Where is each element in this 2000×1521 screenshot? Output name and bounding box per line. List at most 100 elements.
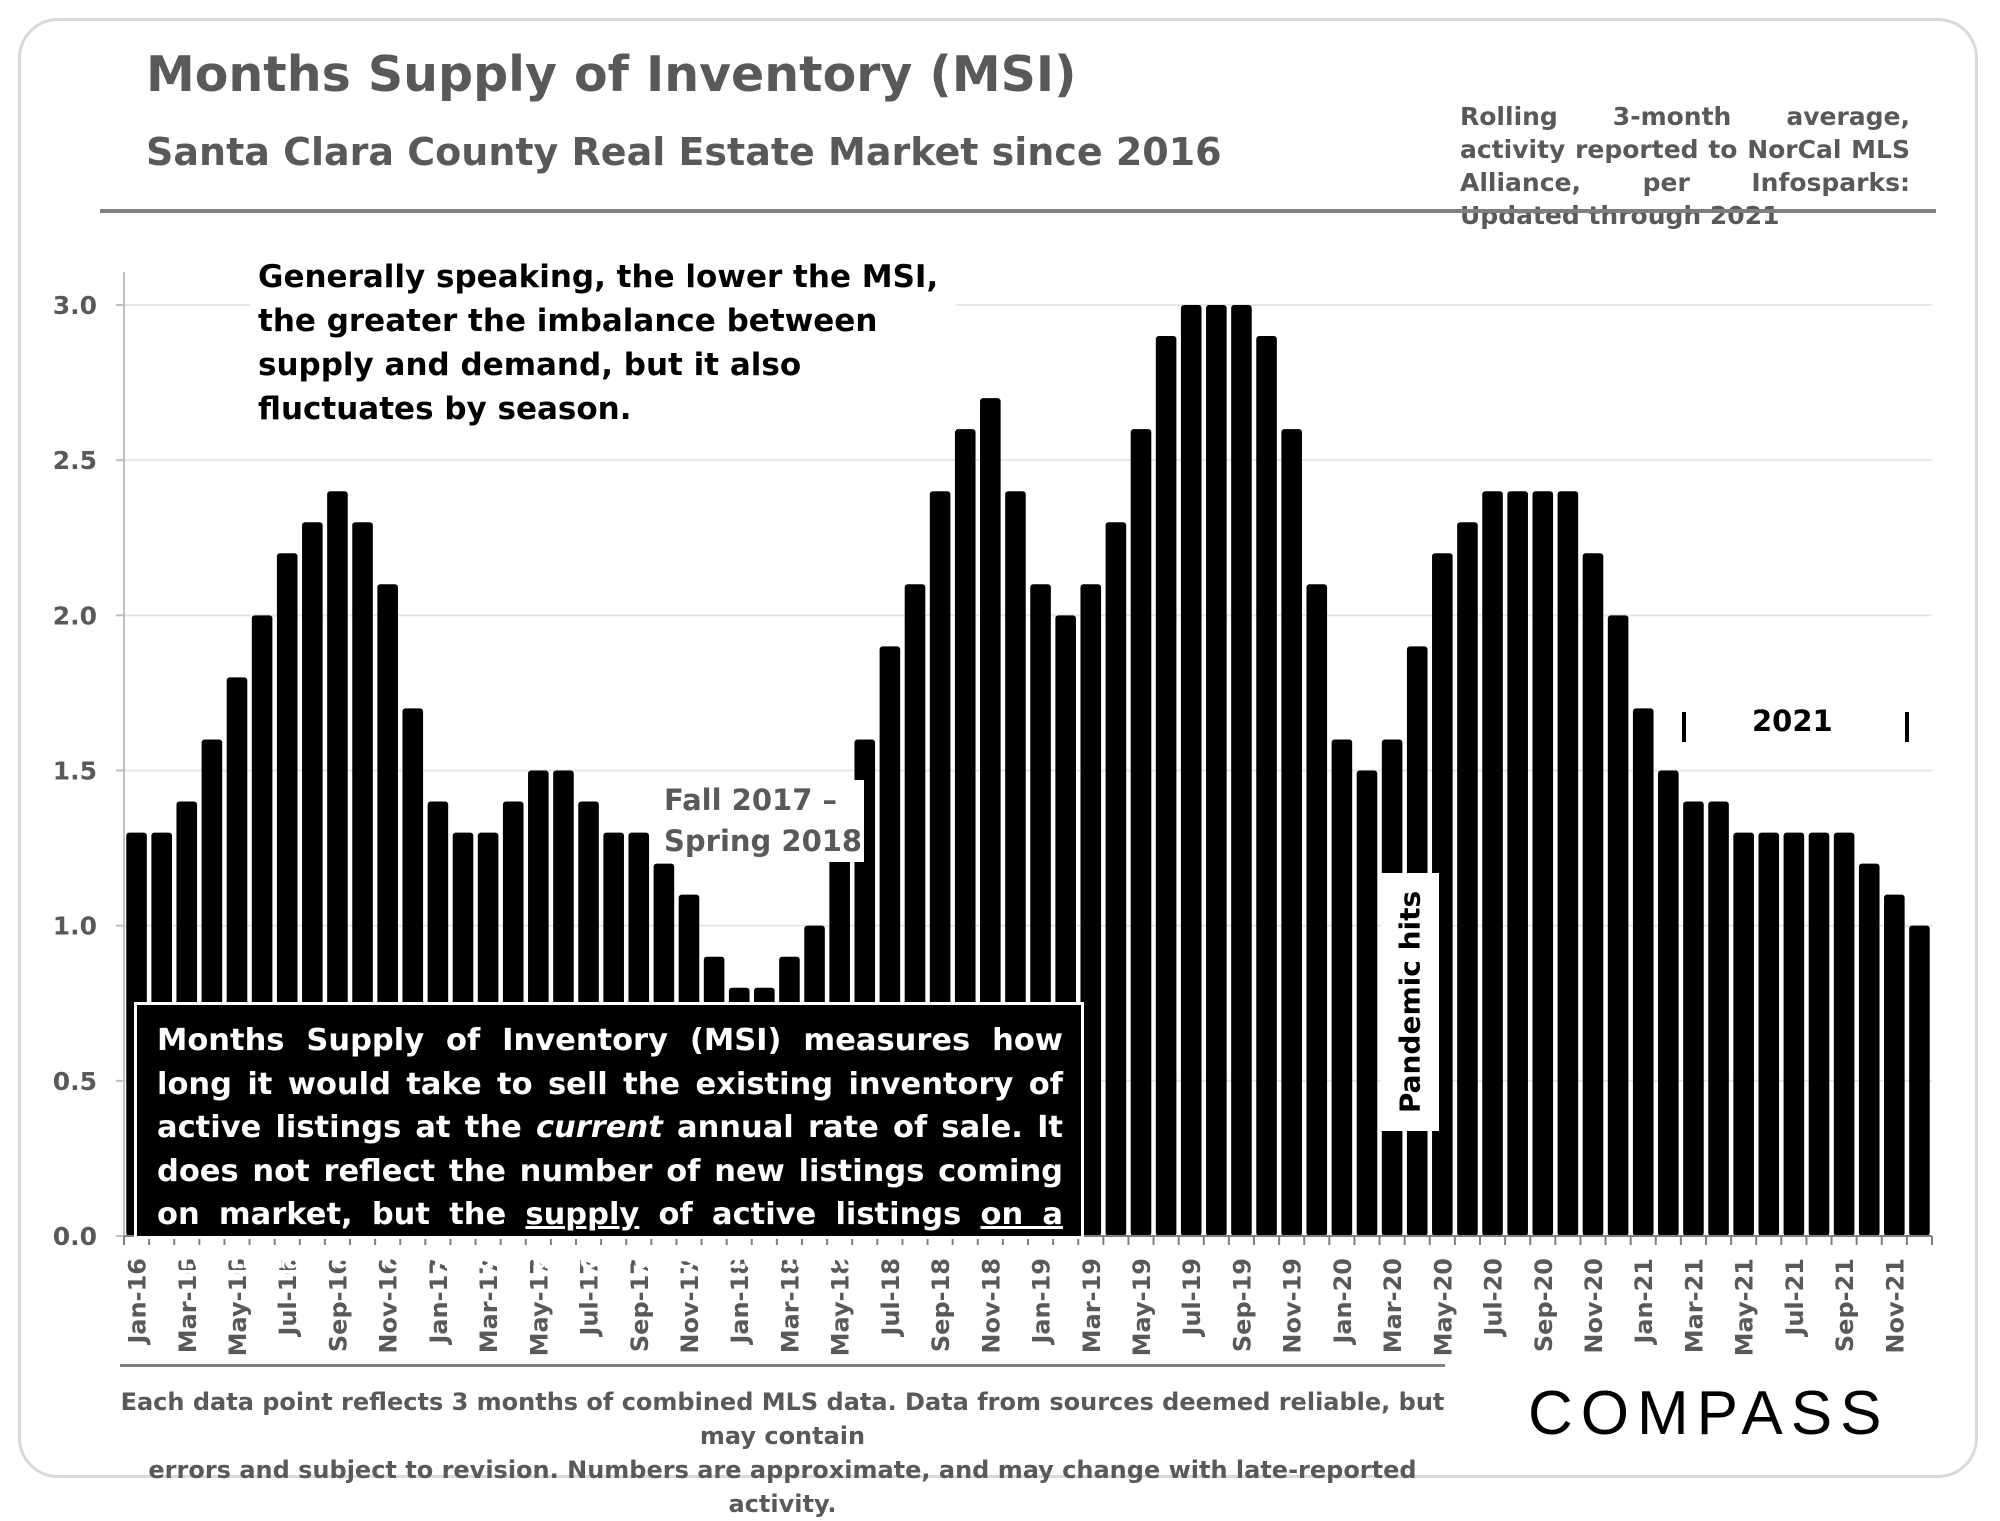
x-tick-label: Jul-18 (877, 1258, 905, 1338)
footer-line-1: Each data point reflects 3 months of com… (120, 1388, 1445, 1450)
bar-dec-21 (1909, 925, 1930, 1236)
y-tick-label: 0.5 (53, 1067, 97, 1096)
x-tick-label: May-21 (1731, 1258, 1759, 1356)
x-tick-label: Mar-19 (1078, 1258, 1106, 1353)
x-tick-label: May-16 (224, 1258, 252, 1356)
x-tick-label: Sep-21 (1831, 1258, 1859, 1352)
bar-feb-20 (1356, 770, 1378, 1236)
bar-sep-20 (1532, 491, 1554, 1236)
y-tick-label: 2.0 (53, 601, 97, 630)
fall-2017-annotation: Fall 2017 – Spring 2018 (662, 780, 865, 862)
source-note: Rolling 3-month average, activity report… (1460, 102, 1910, 230)
msi-definition-text: Months Supply of Inventory (MSI) measure… (157, 1019, 1063, 1280)
bar-feb-21 (1658, 770, 1679, 1236)
x-tick-label: Jan-18 (726, 1258, 754, 1346)
bar-jul-19 (1180, 305, 1202, 1236)
x-tick-label: May-18 (827, 1258, 855, 1356)
x-tick-label: Jul-21 (1781, 1258, 1809, 1338)
bar-aug-19 (1206, 305, 1227, 1236)
x-tick-label: May-20 (1429, 1258, 1457, 1356)
x-tick-label: Mar-20 (1379, 1258, 1407, 1353)
def-part-4 (324, 1241, 335, 1276)
y-tick-label: 1.5 (53, 757, 97, 786)
x-tick-label: Nov-21 (1881, 1258, 1909, 1354)
bar-jan-20 (1331, 739, 1353, 1236)
bar-nov-21 (1884, 894, 1905, 1236)
bar-jun-20 (1457, 522, 1478, 1236)
bar-sep-19 (1231, 305, 1252, 1236)
x-tick-label: Mar-16 (174, 1258, 202, 1353)
bar-dec-20 (1607, 615, 1629, 1236)
x-tick-label: Sep-20 (1530, 1258, 1558, 1352)
chart-title: Months Supply of Inventory (MSI) (146, 46, 1077, 103)
x-axis-ticks: Jan-16 Mar-16 May-16 Jul-16 Sep-16 Nov-16 Jan-… (123, 1236, 1933, 1356)
def-part-2: annual rate of sale. It does not reflect… (157, 1110, 1063, 1232)
footer-divider (120, 1364, 1445, 1367)
bar-jul-20 (1482, 491, 1503, 1236)
bar-aug-20 (1507, 491, 1528, 1236)
bar-jul-21 (1783, 832, 1805, 1236)
x-tick-label: Jan-16 (124, 1258, 152, 1346)
top-callout: Generally speaking, the lower the MSI, t… (250, 255, 956, 431)
bar-jun-19 (1155, 336, 1177, 1236)
bar-may-19 (1130, 429, 1152, 1236)
footer-disclaimer: Each data point reflects 3 months of com… (120, 1385, 1445, 1521)
bar-jun-21 (1758, 832, 1780, 1236)
bar-oct-20 (1557, 491, 1579, 1236)
bar-nov-19 (1281, 429, 1302, 1236)
bar-dec-19 (1306, 584, 1328, 1236)
fall-line-2: Spring 2018 (664, 824, 863, 858)
bar-sep-21 (1833, 832, 1855, 1236)
bar-apr-19 (1105, 522, 1127, 1236)
bar-aug-21 (1808, 832, 1830, 1236)
def-part-3: of active listings (639, 1197, 981, 1232)
bar-mar-21 (1683, 801, 1704, 1236)
bar-jan-21 (1632, 708, 1654, 1236)
x-tick-label: Jul-16 (274, 1258, 302, 1338)
bar-nov-20 (1582, 553, 1604, 1236)
x-tick-label: Nov-18 (977, 1258, 1005, 1354)
compass-logo: COMPASS (1528, 1379, 1890, 1448)
header-divider (100, 209, 1936, 213)
x-tick-label: Mar-17 (475, 1258, 503, 1353)
footer-line-2: errors and subject to revision. Numbers … (148, 1456, 1417, 1518)
def-compared: as compared to (334, 1240, 601, 1276)
y-tick-label: 3.0 (53, 291, 97, 320)
def-part-1: Months Supply of Inventory (MSI) measure… (157, 1023, 1063, 1145)
x-tick-label: Jul-20 (1480, 1258, 1508, 1338)
y-axis-ticks: 0.0 0.5 1.0 1.5 2.0 2.5 3.0 (53, 291, 124, 1251)
bar-apr-21 (1708, 801, 1729, 1236)
y-tick-label: 0.0 (53, 1222, 97, 1251)
x-tick-label: Jul-19 (1178, 1258, 1206, 1338)
bar-may-21 (1733, 832, 1754, 1236)
x-tick-label: Jan-21 (1630, 1258, 1658, 1346)
x-tick-label: Mar-21 (1680, 1258, 1708, 1353)
x-tick-label: Jan-20 (1329, 1258, 1357, 1346)
y-tick-label: 2.5 (53, 446, 97, 475)
x-tick-label: Nov-16 (375, 1258, 403, 1354)
x-tick-label: Nov-17 (676, 1258, 704, 1354)
y-tick-label: 1.0 (53, 912, 97, 941)
x-tick-label: Jan-19 (1028, 1258, 1056, 1346)
x-tick-label: May-17 (525, 1258, 553, 1356)
x-tick-label: Nov-19 (1279, 1258, 1307, 1354)
pandemic-label: Pandemic hits (1393, 890, 1427, 1114)
x-tick-label: Jan-17 (425, 1258, 453, 1346)
def-given-day: on a given day (157, 1197, 1063, 1276)
x-tick-label: May-19 (1128, 1258, 1156, 1356)
def-part-5: buyer demand. (600, 1240, 871, 1276)
x-tick-label: Sep-19 (1228, 1258, 1256, 1352)
x-tick-label: Mar-18 (776, 1258, 804, 1353)
x-tick-label: Sep-18 (927, 1258, 955, 1352)
bar-oct-21 (1858, 863, 1880, 1236)
x-tick-label: Jul-17 (576, 1258, 604, 1338)
chart-subtitle: Santa Clara County Real Estate Market si… (146, 130, 1222, 174)
x-tick-label: Nov-20 (1580, 1258, 1608, 1354)
year-2021-label: 2021 (1752, 704, 1833, 738)
bar-oct-19 (1256, 336, 1277, 1236)
x-tick-label: Sep-16 (324, 1258, 352, 1352)
bar-mar-19 (1080, 584, 1102, 1236)
def-supply: supply (525, 1197, 640, 1232)
x-tick-label: Sep-17 (626, 1258, 654, 1352)
pandemic-annotation: Pandemic hits (1381, 873, 1439, 1131)
